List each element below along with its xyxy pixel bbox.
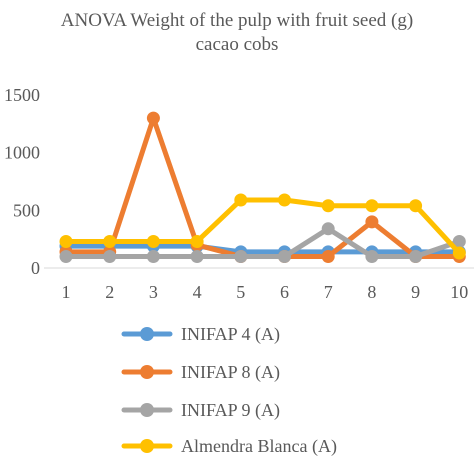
data-point [452,246,466,260]
data-point [365,199,379,213]
legend-label: Almendra Blanca (A) [181,436,337,457]
data-point [59,234,73,248]
legend-marker [140,327,154,341]
x-tick-label: 3 [149,282,158,302]
x-tick-label: 1 [62,282,71,302]
legend-label: INIFAP 4 (A) [181,324,280,345]
legend-item: INIFAP 4 (A) [121,324,280,345]
data-point [190,249,204,263]
chart-title-line1: ANOVA Weight of the pulp with fruit seed… [61,10,413,31]
y-tick-label: 500 [13,200,40,220]
legend: INIFAP 4 (A) INIFAP 8 (A) INIFAP 9 (A) Alme… [121,324,337,457]
data-point [146,234,160,248]
data-point [278,249,291,263]
x-tick-label: 5 [236,282,245,302]
data-point [103,234,117,248]
x-tick-label: 7 [324,282,333,302]
data-point [190,234,204,248]
y-tick-label: 0 [31,258,40,278]
series-4 [59,193,466,260]
data-point [321,249,335,263]
x-tick-label: 8 [367,282,376,302]
series-line [63,115,462,259]
series-line [63,197,462,256]
data-point [234,249,248,263]
data-point [234,193,248,207]
data-point [321,199,335,213]
legend-label: INIFAP 8 (A) [181,362,280,383]
x-tick-label: 9 [411,282,420,302]
y-tick-label: 1000 [4,143,40,163]
legend-item: INIFAP 9 (A) [121,400,280,421]
data-point [321,222,335,236]
legend-item: Almendra Blanca (A) [121,436,337,457]
x-axis-ticks: 1 2 3 4 5 6 7 8 9 10 [62,282,469,302]
legend-marker [140,439,154,453]
data-point [146,249,160,263]
legend-item: INIFAP 8 (A) [121,362,280,383]
data-point [409,199,423,213]
chart-title-line2: cacao cobs [196,34,279,55]
data-point [365,215,379,229]
legend-label: INIFAP 9 (A) [181,400,280,421]
legend-marker [140,403,154,417]
data-point [103,249,117,263]
x-tick-label: 6 [280,282,289,302]
y-axis-ticks: 0 500 1000 1500 [4,85,40,278]
data-point [146,111,160,125]
data-point [452,234,466,248]
data-point [365,249,379,263]
data-point [278,193,291,207]
y-tick-label: 1500 [4,85,40,105]
x-tick-label: 2 [105,282,114,302]
series-line [63,243,462,255]
legend-marker [140,365,154,379]
data-point [59,249,73,263]
series-line [63,226,462,259]
x-tick-label: 4 [193,282,202,302]
series-3 [59,222,466,263]
data-point [409,249,423,263]
x-tick-label: 10 [450,282,468,302]
series-layer [59,111,466,263]
